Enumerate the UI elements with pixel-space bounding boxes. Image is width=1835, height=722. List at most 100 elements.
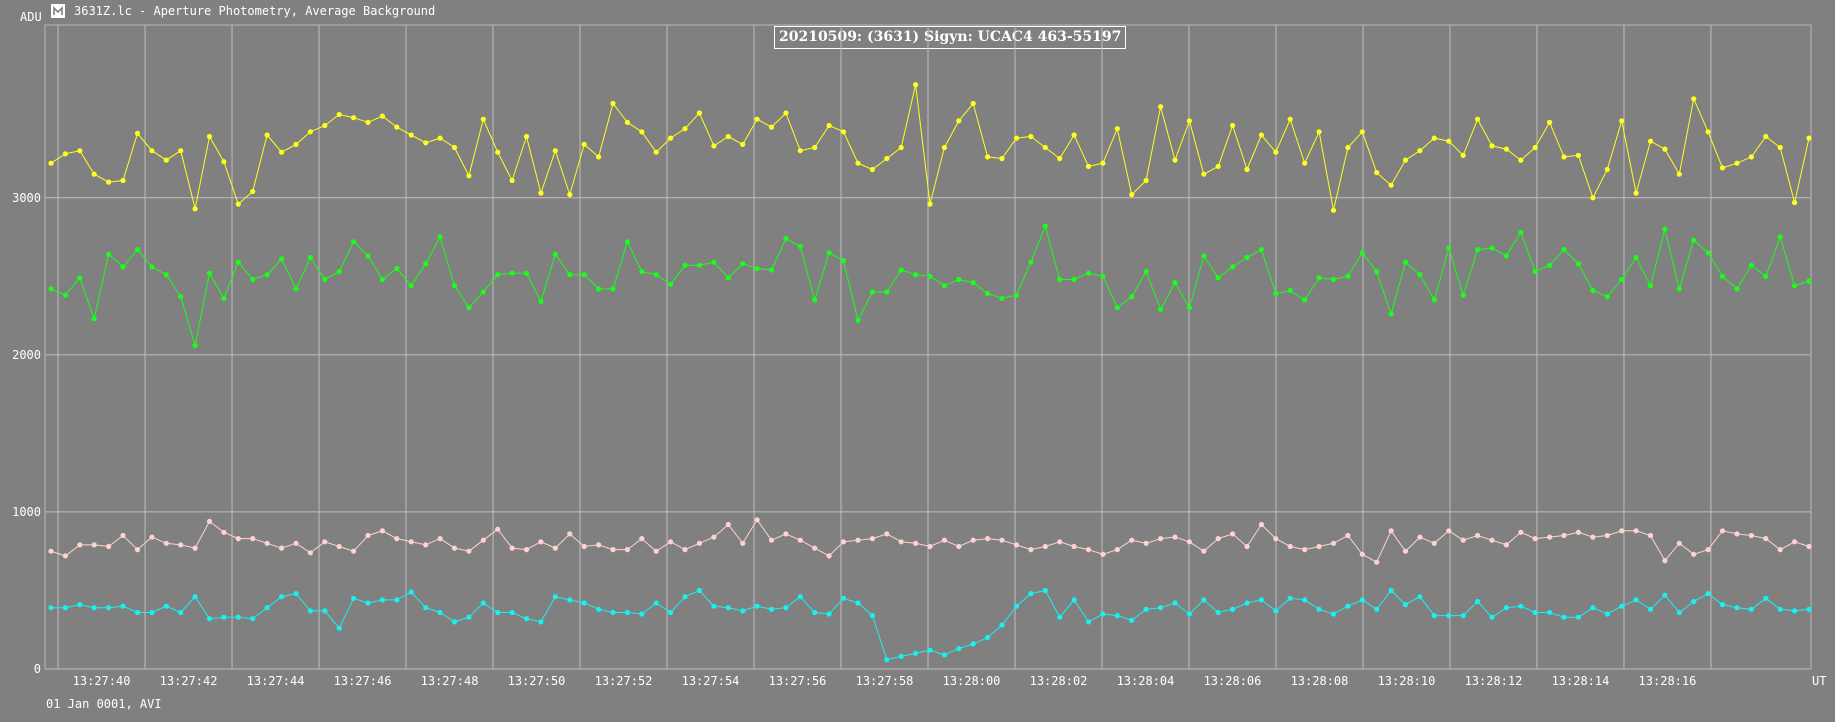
data-point <box>523 133 530 140</box>
data-point <box>379 528 385 534</box>
data-point <box>913 540 919 546</box>
data-point <box>1662 146 1668 152</box>
data-point <box>48 548 54 554</box>
series-2 <box>48 517 1812 565</box>
data-point <box>264 540 270 546</box>
data-point <box>134 547 141 553</box>
data-point <box>1662 558 1668 564</box>
data-point <box>1719 165 1726 171</box>
data-point <box>696 262 703 268</box>
series-line <box>50 518 1810 563</box>
data-point <box>351 239 357 245</box>
data-point <box>1475 247 1481 253</box>
data-point <box>1129 192 1135 198</box>
data-point <box>1057 276 1063 283</box>
data-point <box>1143 269 1149 275</box>
y-unit-label: ADU <box>20 10 42 24</box>
data-point <box>1100 273 1106 279</box>
x-tick-label: 13:28:06 <box>1204 674 1262 688</box>
data-point <box>163 157 169 163</box>
x-tick-label: 13:27:50 <box>508 674 566 688</box>
data-point <box>768 537 775 543</box>
data-point <box>408 589 414 595</box>
data-point <box>1330 611 1337 617</box>
data-point <box>1619 276 1625 283</box>
data-point <box>1258 132 1264 138</box>
data-point <box>1446 613 1452 619</box>
data-point <box>1345 532 1351 539</box>
data-point <box>1359 551 1365 557</box>
data-point <box>884 155 890 162</box>
data-point <box>1590 534 1596 540</box>
data-point <box>149 148 155 154</box>
data-point <box>927 273 933 279</box>
data-point <box>711 259 717 265</box>
data-point <box>293 591 299 597</box>
data-point <box>1676 540 1682 546</box>
data-point <box>149 264 155 270</box>
data-point <box>768 606 775 612</box>
data-point <box>1071 276 1077 283</box>
data-point <box>62 553 68 559</box>
data-point <box>336 111 342 118</box>
data-point <box>307 550 313 556</box>
data-point <box>653 600 659 606</box>
data-point <box>956 118 962 124</box>
data-point <box>1503 605 1509 611</box>
data-point <box>1374 559 1380 565</box>
data-point <box>1143 177 1149 184</box>
data-point <box>437 234 443 240</box>
data-point <box>120 603 126 609</box>
data-point <box>62 151 68 157</box>
data-point <box>1547 262 1553 268</box>
data-point <box>1114 305 1120 311</box>
data-point <box>653 272 659 278</box>
data-point <box>106 179 112 185</box>
data-point <box>192 594 198 600</box>
data-point <box>394 265 400 272</box>
data-point <box>581 543 587 550</box>
data-point <box>1532 144 1538 151</box>
data-point <box>1244 600 1250 606</box>
data-point <box>1042 144 1048 151</box>
data-point <box>797 243 803 250</box>
data-point <box>1561 614 1567 620</box>
data-point <box>451 619 458 625</box>
data-point <box>279 149 285 155</box>
data-point <box>610 609 616 616</box>
series-1 <box>48 223 1812 348</box>
y-tick-label: 2000 <box>12 348 41 362</box>
data-point <box>596 154 602 160</box>
data-point <box>221 295 227 301</box>
data-point <box>495 526 501 532</box>
data-point <box>1489 245 1495 251</box>
data-point <box>1244 254 1250 261</box>
data-point <box>1402 259 1409 265</box>
data-point <box>1705 547 1711 553</box>
data-point <box>1532 609 1538 616</box>
data-point <box>1676 609 1682 616</box>
data-point <box>1028 547 1034 553</box>
data-point <box>523 616 530 622</box>
data-point <box>1215 275 1221 281</box>
data-point <box>351 548 357 554</box>
data-point <box>351 115 357 121</box>
data-point <box>1604 166 1610 173</box>
data-point <box>149 609 155 616</box>
data-point <box>1013 542 1020 548</box>
data-point <box>1662 592 1668 598</box>
data-point <box>552 594 558 600</box>
data-point <box>1258 597 1264 603</box>
data-point <box>423 261 429 267</box>
data-point <box>250 536 256 542</box>
data-point <box>77 148 83 154</box>
data-point <box>120 177 126 184</box>
data-point <box>682 594 688 600</box>
data-point <box>783 605 789 611</box>
data-point <box>812 144 818 151</box>
x-tick-label: 13:28:00 <box>943 674 1001 688</box>
data-point <box>1719 273 1726 279</box>
data-point <box>596 286 602 292</box>
data-point <box>1287 116 1293 122</box>
data-point <box>1446 138 1452 144</box>
